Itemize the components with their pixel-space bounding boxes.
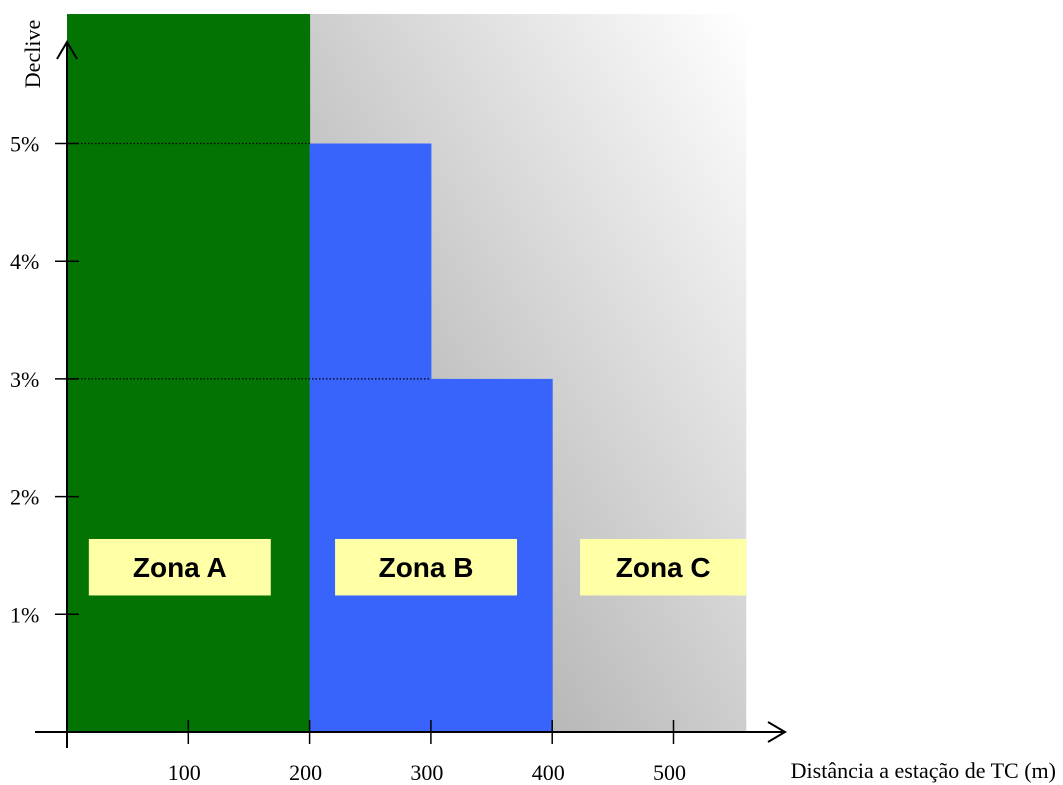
x-axis-arrow: [767, 721, 787, 743]
x-tick-label-400: 400: [532, 760, 565, 785]
reference-lines-layer: [67, 142, 431, 380]
axes-layer: [35, 40, 787, 748]
zone-c-label-box: [580, 538, 747, 596]
x-tick-label-300: 300: [410, 760, 443, 785]
zone-a-label-box: [88, 538, 271, 596]
x-axis-title: Distância a estação de TC (m): [791, 758, 1056, 783]
zone-b-label-box: [335, 538, 518, 596]
zone-c-label: Zona C: [616, 552, 711, 583]
zone-a-label: Zona A: [133, 552, 227, 583]
y-tick-label-4: 4%: [10, 249, 39, 274]
y-tick-label-3: 3%: [10, 367, 39, 392]
x-tick-label-100: 100: [168, 760, 201, 785]
y-tick-label-2: 2%: [10, 485, 39, 510]
zone-a-area-step-0: [67, 14, 311, 732]
zone-b-label: Zona B: [379, 552, 474, 583]
zone-b-area-step-0: [309, 143, 432, 732]
zone-areas-layer: [67, 14, 553, 732]
x-tick-label-200: 200: [289, 760, 322, 785]
y-axis-title: Declive: [20, 20, 45, 88]
y-tick-label-1: 1%: [10, 602, 39, 627]
y-axis-arrow: [56, 40, 78, 60]
x-tick-label-500: 500: [653, 760, 686, 785]
y-tick-label-5: 5%: [10, 132, 39, 157]
axis-text-layer: 100 200 300 400 500 1% 2% 3% 4% 5% Distância a est…: [10, 20, 1056, 785]
zone-labels-layer: Zona A Zona B Zona C: [88, 538, 747, 596]
